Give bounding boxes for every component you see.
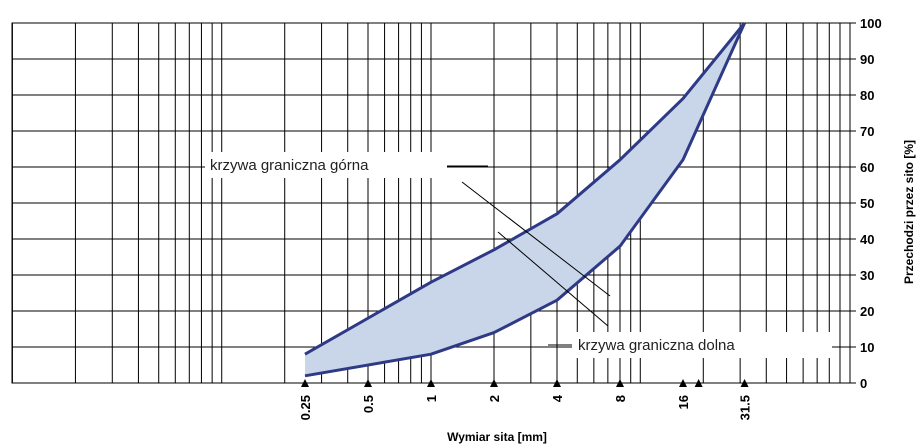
y-tick-labels: 0 10 20 30 40 50 60 70 80 90 100 [860,16,882,391]
x-tick-label: 2 [487,395,502,402]
annotation-upper-leader [461,181,611,297]
x-tick-label: 0.5 [361,395,376,413]
grading-band [305,23,745,376]
x-tick-marker [616,379,624,387]
lower-limit-curve [304,22,746,378]
grading-band-area [305,23,745,376]
annotations: krzywa graniczna górna krzywa graniczna d… [205,152,832,358]
annotation-lower-label: krzywa graniczna dolna [578,337,735,354]
y-tick-label: 80 [860,88,874,103]
y-tick-label: 90 [860,52,874,67]
x-tick-marker [679,379,687,387]
x-tick-marker-extra [694,379,703,387]
x-axis-title: Wymiar sita [mm] [447,430,547,444]
x-tick-marker [553,379,561,387]
y-tick-label: 60 [860,160,874,175]
y-tick-label: 40 [860,232,874,247]
annotation-lower-bg [572,332,832,358]
y-tick-label: 20 [860,304,874,319]
x-tick-labels: 0.25 0.5 1 2 4 8 16 31.5 [298,379,753,420]
x-tick-marker [301,379,309,387]
x-tick-label: 16 [676,395,691,409]
annotation-lower-leader [497,231,609,327]
x-tick-label: 31.5 [738,395,753,420]
y-tick-label: 0 [860,376,867,391]
x-tick-label: 1 [424,395,439,402]
x-tick-marker [427,379,435,387]
grid [11,22,856,384]
upper-limit-curve [304,22,746,356]
y-tick-label: 10 [860,340,874,355]
x-tick-label: 4 [550,394,565,402]
x-tick-label: 8 [613,395,628,402]
curves [304,22,746,378]
y-tick-label: 100 [860,16,882,31]
annotation-upper-label: krzywa graniczna górna [210,157,369,174]
x-tick-marker [490,379,498,387]
y-tick-label: 30 [860,268,874,283]
y-axis-title: Przechodzi przez sito [%] [902,140,916,284]
y-tick-label: 50 [860,196,874,211]
y-tick-label: 70 [860,124,874,139]
x-tick-label: 0.25 [298,395,313,420]
x-tick-marker [740,379,749,387]
x-tick-marker [364,379,372,387]
annotation-upper-bg [205,152,447,178]
